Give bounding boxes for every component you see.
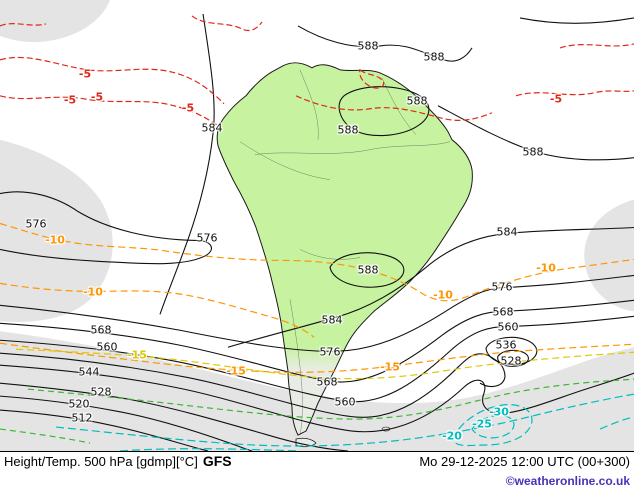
height-contours-black xyxy=(0,13,634,451)
temp-contours-red xyxy=(0,15,634,127)
temp-contours-orange xyxy=(0,222,634,373)
chart-title: Height/Temp. 500 hPa [gdmp][°C] GFS xyxy=(4,453,232,469)
copyright-link[interactable]: ©weatheronline.co.uk xyxy=(505,473,630,488)
footer-copyright-row: ©weatheronline.co.uk xyxy=(4,472,630,489)
footer: Height/Temp. 500 hPa [gdmp][°C] GFS Mo 29… xyxy=(0,452,634,490)
coastline xyxy=(216,62,473,436)
model-name: GFS xyxy=(202,453,232,469)
footer-caption-row: Height/Temp. 500 hPa [gdmp][°C] GFS Mo 29… xyxy=(4,453,630,472)
chart-title-text: Height/Temp. 500 hPa [gdmp][°C] xyxy=(4,454,198,469)
temp-contours-cyan xyxy=(55,393,634,451)
weather-map: 588 588 588 588 588 588 584 584 584 576 576 576 576 5… xyxy=(0,0,634,452)
map-graphic xyxy=(0,0,634,451)
chart-datetime: Mo 29-12-2025 12:00 UTC (00+300) xyxy=(419,454,630,469)
temp-contours-green xyxy=(0,378,634,444)
